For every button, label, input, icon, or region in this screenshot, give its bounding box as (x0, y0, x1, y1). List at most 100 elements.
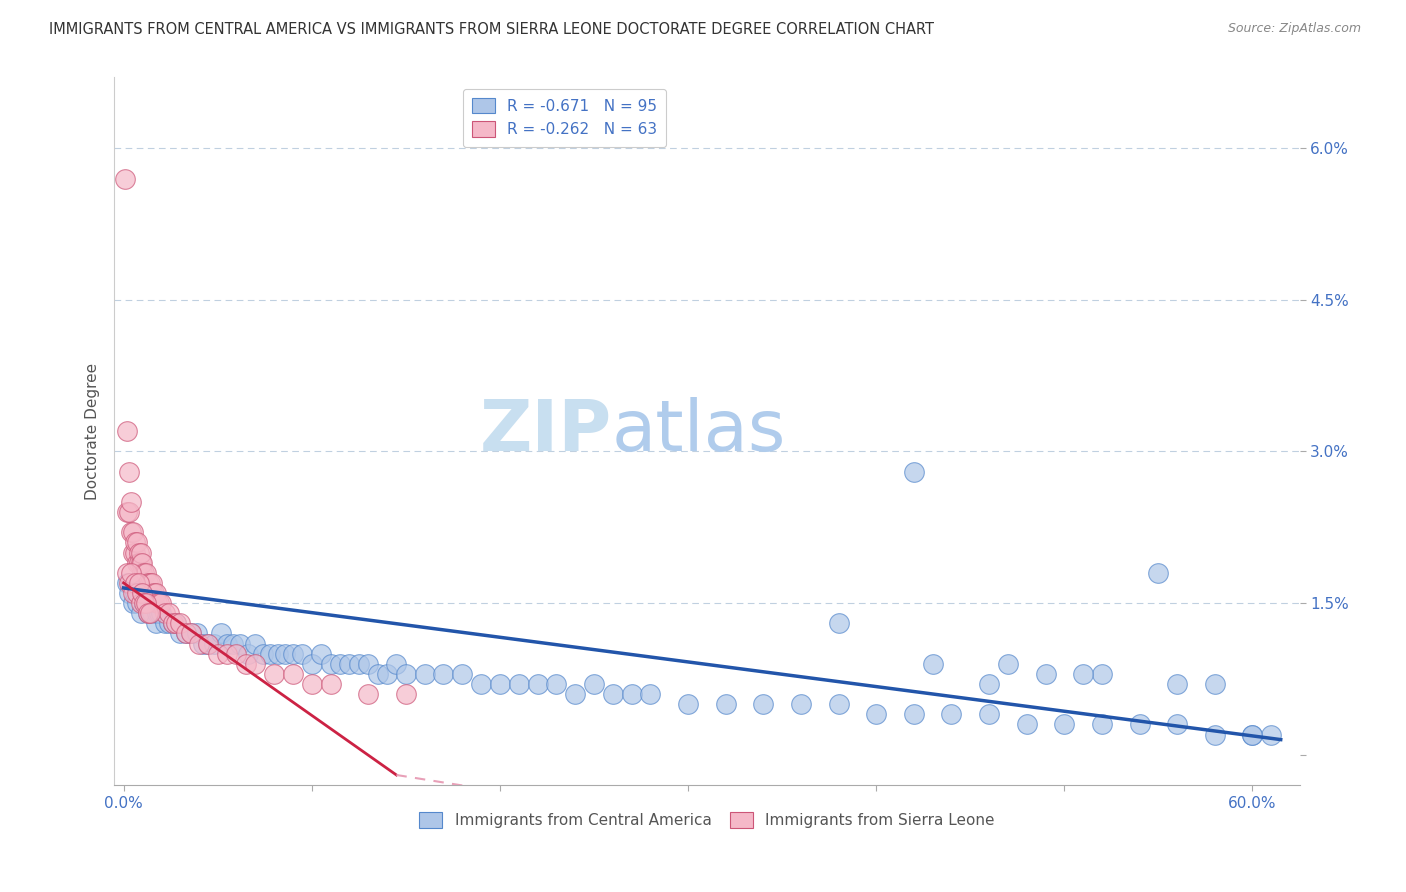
Point (197, 636, 219, 650)
Point (291, 647, 314, 661)
Point (235, 657, 257, 671)
Point (357, 687, 380, 701)
Point (128, 556, 150, 570)
Point (752, 697, 775, 711)
Point (676, 697, 699, 711)
Point (1129, 717, 1152, 731)
Point (122, 525, 145, 540)
Point (180, 626, 202, 640)
Point (1260, 727, 1282, 741)
Text: Source: ZipAtlas.com: Source: ZipAtlas.com (1227, 22, 1361, 36)
Point (222, 636, 245, 650)
Point (1241, 727, 1264, 741)
Point (620, 687, 643, 701)
Point (1166, 717, 1188, 731)
Point (169, 616, 191, 631)
Point (267, 647, 290, 661)
Point (827, 697, 849, 711)
Point (124, 575, 146, 590)
Point (165, 616, 187, 631)
Point (413, 666, 436, 681)
Point (117, 505, 139, 519)
Point (174, 626, 197, 640)
Point (941, 707, 963, 722)
Point (141, 575, 163, 590)
Point (827, 616, 849, 631)
Point (217, 647, 239, 661)
Point (120, 566, 142, 580)
Point (281, 666, 304, 681)
Point (470, 677, 492, 691)
Point (546, 677, 568, 691)
Point (118, 465, 141, 479)
Point (131, 586, 153, 600)
Point (162, 616, 184, 631)
Point (245, 636, 267, 650)
Point (526, 677, 548, 691)
Point (125, 596, 148, 610)
Point (125, 586, 148, 600)
Point (186, 626, 208, 640)
Point (997, 657, 1019, 671)
Point (120, 525, 142, 540)
Point (395, 687, 418, 701)
Point (1053, 717, 1076, 731)
Point (319, 657, 342, 671)
Point (489, 677, 512, 691)
Point (120, 575, 142, 590)
Point (118, 575, 141, 590)
Point (1166, 677, 1188, 691)
Point (139, 606, 162, 620)
Point (1091, 717, 1114, 731)
Legend: Immigrants from Central America, Immigrants from Sierra Leone: Immigrants from Central America, Immigra… (413, 805, 1001, 834)
Point (1035, 666, 1057, 681)
Text: atlas: atlas (612, 397, 786, 466)
Point (640, 687, 662, 701)
Point (385, 657, 408, 671)
Point (252, 647, 274, 661)
Point (125, 556, 148, 570)
Point (191, 636, 214, 650)
Point (602, 687, 624, 701)
Point (131, 566, 153, 580)
Point (309, 647, 332, 661)
Point (162, 616, 184, 631)
Point (245, 657, 267, 671)
Point (117, 566, 139, 580)
Point (135, 596, 157, 610)
Point (508, 677, 530, 691)
Point (202, 636, 225, 650)
Point (136, 606, 159, 620)
Point (180, 626, 202, 640)
Point (153, 606, 176, 620)
Point (122, 545, 145, 559)
Point (128, 575, 150, 590)
Point (187, 636, 209, 650)
Point (129, 545, 152, 559)
Point (120, 495, 142, 509)
Point (301, 657, 323, 671)
Point (1147, 566, 1170, 580)
Point (142, 596, 165, 610)
Point (1241, 727, 1264, 741)
Point (122, 586, 145, 600)
Point (150, 596, 173, 610)
Point (117, 424, 139, 438)
Point (118, 505, 141, 519)
Point (236, 647, 259, 661)
Point (148, 596, 170, 610)
Point (337, 657, 360, 671)
Point (145, 616, 167, 631)
Point (134, 596, 156, 610)
Point (347, 657, 370, 671)
Point (141, 606, 163, 620)
Point (865, 707, 887, 722)
Point (136, 606, 159, 620)
Point (129, 606, 152, 620)
Point (209, 626, 232, 640)
Point (153, 616, 176, 631)
Point (131, 586, 153, 600)
Point (148, 606, 170, 620)
Point (903, 465, 925, 479)
Point (146, 606, 169, 620)
